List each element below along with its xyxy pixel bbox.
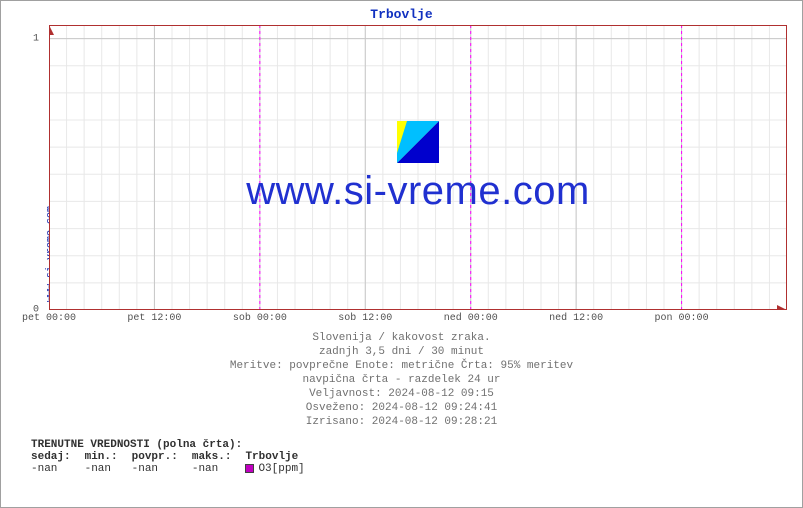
cell-sedaj: -nan [31, 463, 85, 475]
x-tick: sob 00:00 [233, 313, 287, 324]
info-line-5: Veljavnost: 2024-08-12 09:15 [1, 387, 802, 401]
info-line-4: navpična črta - razdelek 24 ur [1, 373, 802, 387]
x-tick: sob 12:00 [338, 313, 392, 324]
info-block: Slovenija / kakovost zraka. zadnjh 3,5 d… [1, 331, 802, 429]
values-table: TRENUTNE VREDNOSTI (polna črta): sedaj: … [31, 439, 319, 475]
col-min: min.: [85, 451, 132, 463]
info-line-3: Meritve: povprečne Enote: metrične Črta:… [1, 359, 802, 373]
x-tick: ned 00:00 [444, 313, 498, 324]
series-swatch-icon [245, 464, 254, 473]
col-series: Trbovlje [245, 451, 318, 463]
info-line-2: zadnjh 3,5 dni / 30 minut [1, 345, 802, 359]
info-line-1: Slovenija / kakovost zraka. [1, 331, 802, 345]
x-tick: pet 00:00 [22, 313, 76, 324]
chart-plot-area [49, 25, 787, 310]
col-sedaj: sedaj: [31, 451, 85, 463]
info-line-6: Osveženo: 2024-08-12 09:24:41 [1, 401, 802, 415]
y-tick: 1 [33, 33, 39, 44]
x-tick: pon 00:00 [655, 313, 709, 324]
table-header-row: sedaj: min.: povpr.: maks.: Trbovlje [31, 451, 319, 463]
cell-maks: -nan [192, 463, 246, 475]
series-label: O3[ppm] [258, 463, 304, 475]
table-row: -nan -nan -nan -nan O3[ppm] [31, 463, 319, 475]
chart-svg [49, 25, 787, 310]
values-table-header: TRENUTNE VREDNOSTI (polna črta): [31, 439, 319, 451]
cell-series: O3[ppm] [245, 463, 318, 475]
chart-title: Trbovlje [1, 7, 802, 22]
col-povpr: povpr.: [132, 451, 192, 463]
x-tick: pet 12:00 [127, 313, 181, 324]
col-maks: maks.: [192, 451, 246, 463]
x-axis-ticks: pet 00:00pet 12:00sob 00:00sob 12:00ned … [49, 313, 787, 327]
x-tick: ned 12:00 [549, 313, 603, 324]
y-axis-ticks: 01 [1, 25, 45, 310]
cell-povpr: -nan [132, 463, 192, 475]
info-line-7: Izrisano: 2024-08-12 09:28:21 [1, 415, 802, 429]
cell-min: -nan [85, 463, 132, 475]
